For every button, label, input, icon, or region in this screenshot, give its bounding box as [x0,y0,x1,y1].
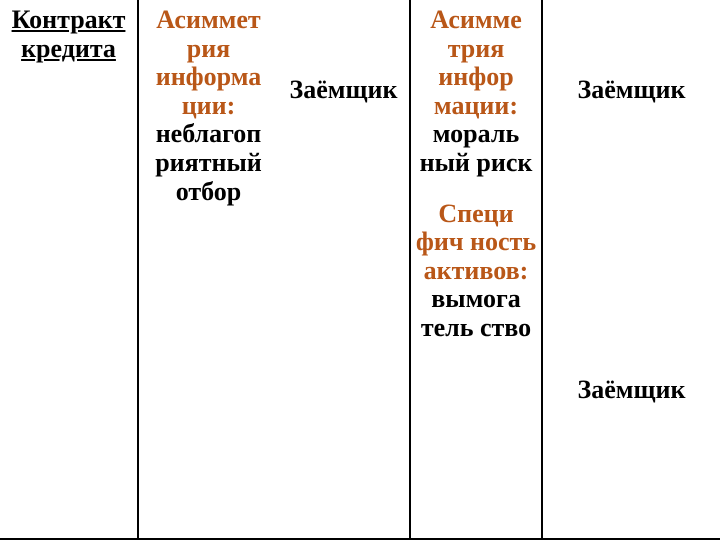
contract-title: Контракт кредита [12,5,126,63]
borrower-2-label: Заёмщик [547,76,716,105]
asymmetry-2-block: Асимме трия инфор мации: мораль ный риск [415,6,537,178]
asymmetry-1-heading: Асиммет рия информа ции: [143,6,274,120]
specificity-heading: Специ фич ность активов: [415,200,537,286]
col4-stack: Асимме трия инфор мации: мораль ный риск… [415,6,537,538]
asymmetry-2-heading: Асимме трия инфор мации: [415,6,537,120]
table-row: Контракт кредита Асиммет рия информа ции… [0,0,720,539]
asymmetry-1-body: неблагоп риятный отбор [143,120,274,206]
borrower-3-label: Заёмщик [547,376,716,405]
asymmetry-2-body: мораль ный риск [415,120,537,177]
borrower-1-label: Заёмщик [282,76,405,105]
specificity-body: вымога тель ство [415,285,537,342]
cell-borrowers-right: Заёмщик Заёмщик [542,0,720,539]
cell-title: Контракт кредита [0,0,138,539]
cell-asymmetry-1: Асиммет рия информа ции: неблагоп риятны… [138,0,278,539]
cell-borrower-1: Заёмщик [278,0,410,539]
credit-contract-table: Контракт кредита Асиммет рия информа ции… [0,0,720,540]
specificity-block: Специ фич ность активов: вымога тель ств… [415,200,537,343]
cell-asymmetry-and-specificity: Асимме трия инфор мации: мораль ный риск… [410,0,542,539]
asymmetry-1-block: Асиммет рия информа ции: неблагоп риятны… [143,6,274,206]
